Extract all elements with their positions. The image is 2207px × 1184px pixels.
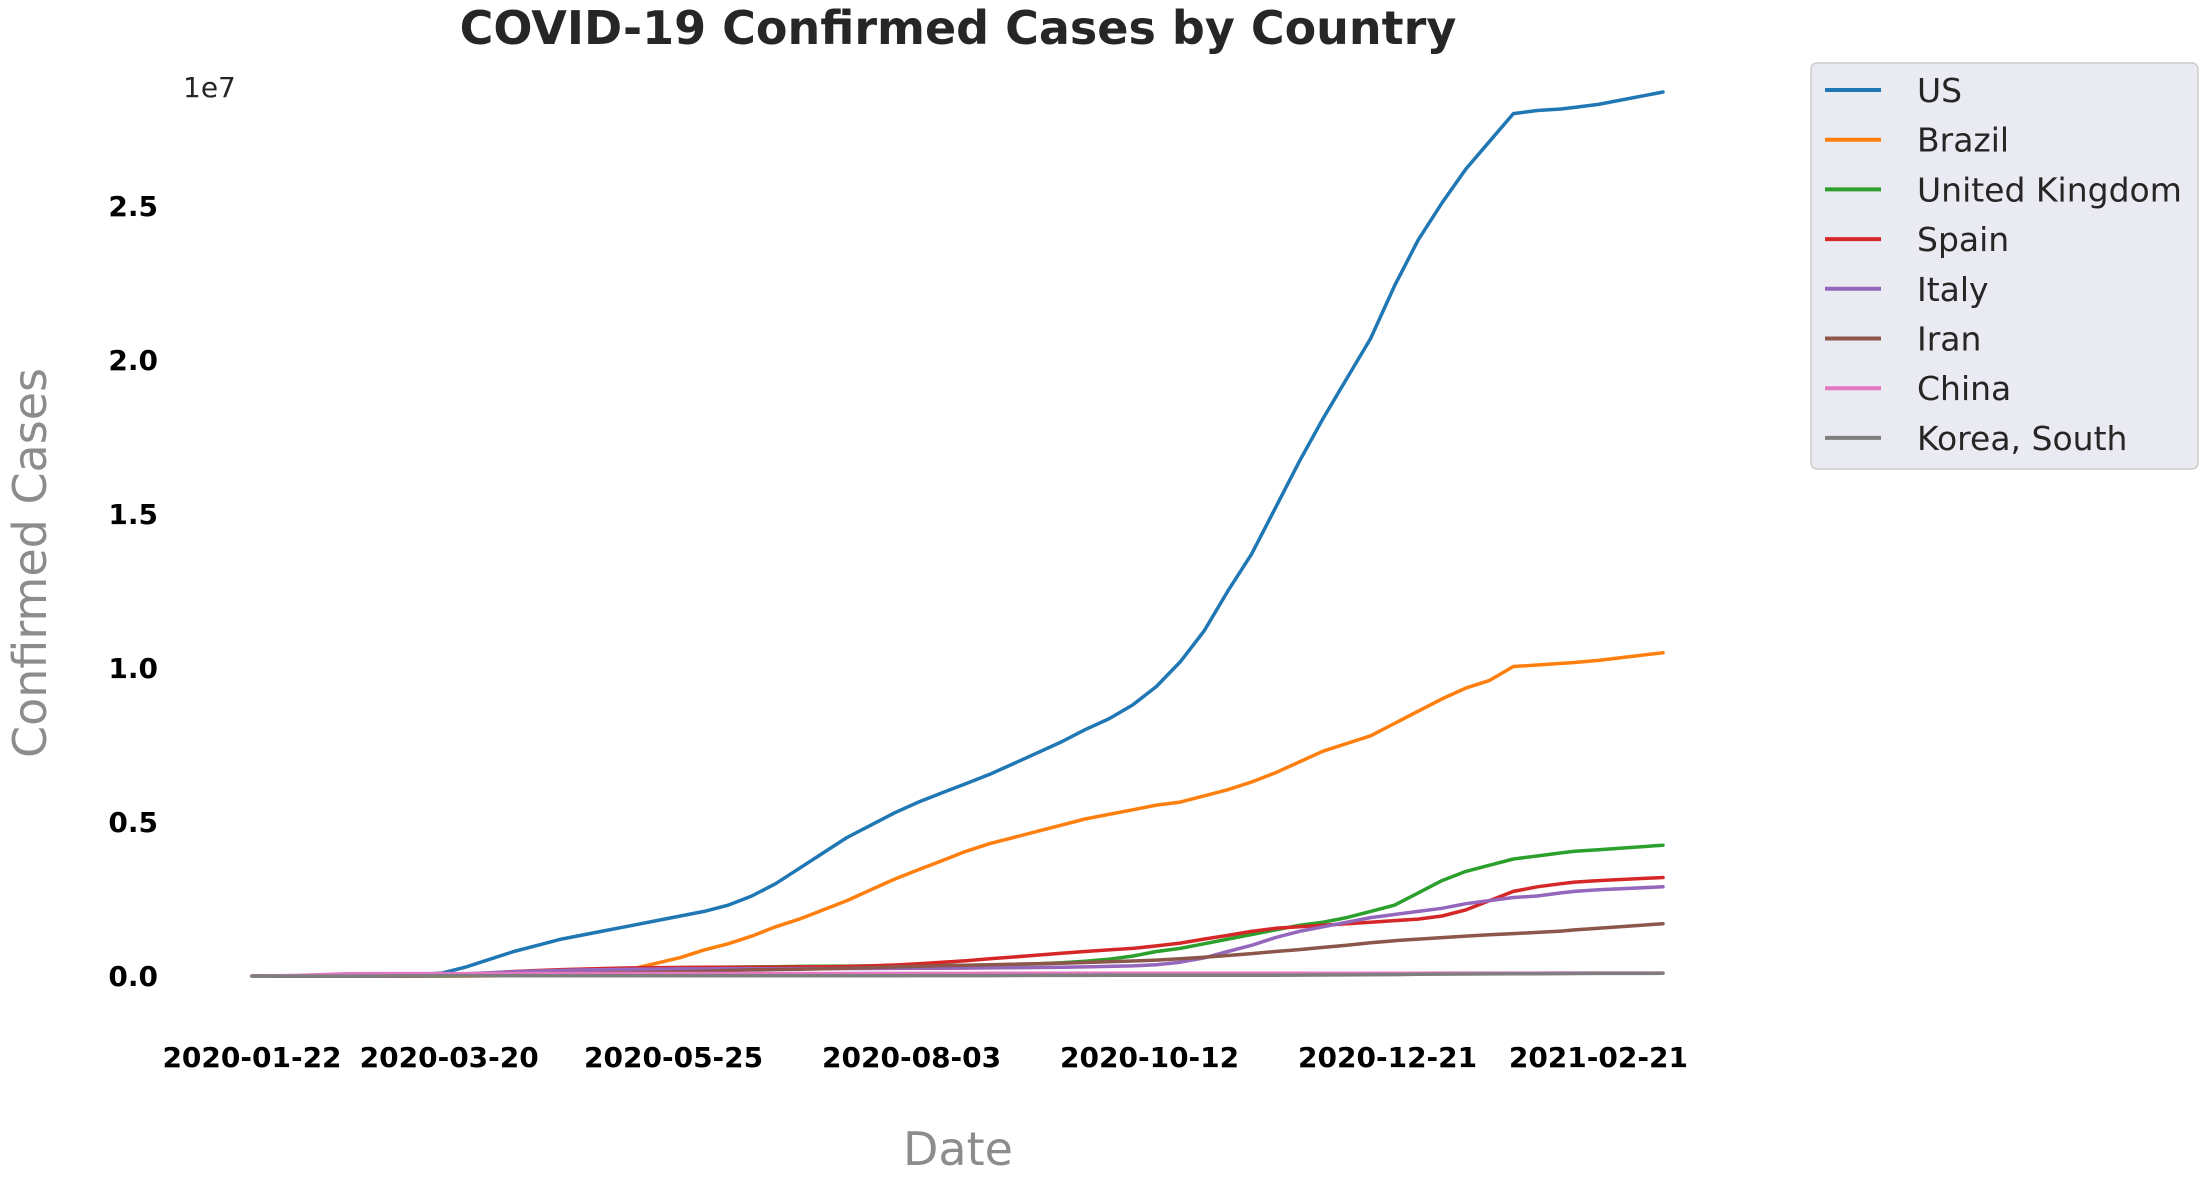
chart-title: COVID-19 Confirmed Cases by Country: [460, 1, 1457, 55]
x-tick-label: 2020-12-21: [1298, 1041, 1477, 1074]
series-line-spain: [250, 875, 1665, 978]
x-axis-label: Date: [903, 1122, 1013, 1176]
series-line-korea-south: [250, 971, 1665, 978]
x-tick-label: 2020-08-03: [822, 1041, 1001, 1074]
x-tick-label: 2020-05-25: [584, 1041, 763, 1074]
y-tick-label: 1.0: [108, 652, 158, 685]
y-tick-label: 0.0: [108, 960, 158, 993]
series-line-italy: [250, 885, 1665, 978]
x-tick-label: 2021-02-21: [1509, 1041, 1688, 1074]
x-tick-labels: 2020-01-22 2020-03-20 2020-05-25 2020-08-03…: [162, 1041, 1688, 1074]
series-line-brazil: [250, 650, 1665, 978]
legend-label: Spain: [1917, 220, 2009, 259]
x-tick-label: 2020-10-12: [1060, 1041, 1239, 1074]
y-tick-label: 0.5: [108, 806, 158, 839]
x-tick-label: 2020-01-22: [162, 1041, 341, 1074]
plot-lines: [250, 90, 1665, 978]
x-tick-label: 2020-03-20: [360, 1041, 539, 1074]
y-tick-label: 2.5: [108, 190, 158, 223]
y-tick-labels: 0.0 0.5 1.0 1.5 2.0 2.5: [108, 190, 158, 993]
legend-label: China: [1917, 369, 2011, 408]
legend: US Brazil United Kingdom Spain Italy Iran Chin…: [1810, 62, 2199, 470]
legend-box: [1810, 62, 2199, 470]
y-tick-label: 2.0: [108, 344, 158, 377]
legend-label: United Kingdom: [1917, 170, 2182, 209]
series-line-united-kingdom: [250, 843, 1665, 978]
legend-label: Korea, South: [1917, 419, 2127, 458]
y-offset-label: 1e7: [183, 71, 236, 104]
legend-label: Iran: [1917, 320, 1981, 359]
y-axis-label: Confirmed Cases: [3, 368, 57, 758]
legend-label: Italy: [1917, 270, 1989, 309]
y-tick-label: 1.5: [108, 498, 158, 531]
legend-label: Brazil: [1917, 121, 2009, 160]
legend-label: US: [1917, 71, 1962, 110]
series-line-us: [250, 90, 1665, 978]
